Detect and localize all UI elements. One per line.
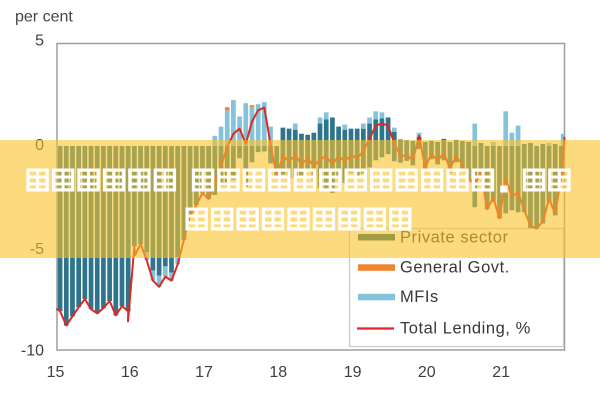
svg-text:MFIs: MFIs <box>400 288 439 306</box>
svg-text:Total Lending, %: Total Lending, % <box>400 320 531 338</box>
svg-text:18: 18 <box>269 364 287 381</box>
svg-text:21: 21 <box>492 364 510 381</box>
svg-text:20: 20 <box>418 364 436 381</box>
svg-text:15: 15 <box>47 364 65 381</box>
svg-text:16: 16 <box>121 364 139 381</box>
svg-text:-10: -10 <box>21 343 44 360</box>
svg-text:19: 19 <box>344 364 362 381</box>
svg-text:per cent: per cent <box>15 9 73 26</box>
svg-text:5: 5 <box>35 33 44 50</box>
svg-text:17: 17 <box>195 364 213 381</box>
svg-text:General Govt.: General Govt. <box>400 259 510 277</box>
